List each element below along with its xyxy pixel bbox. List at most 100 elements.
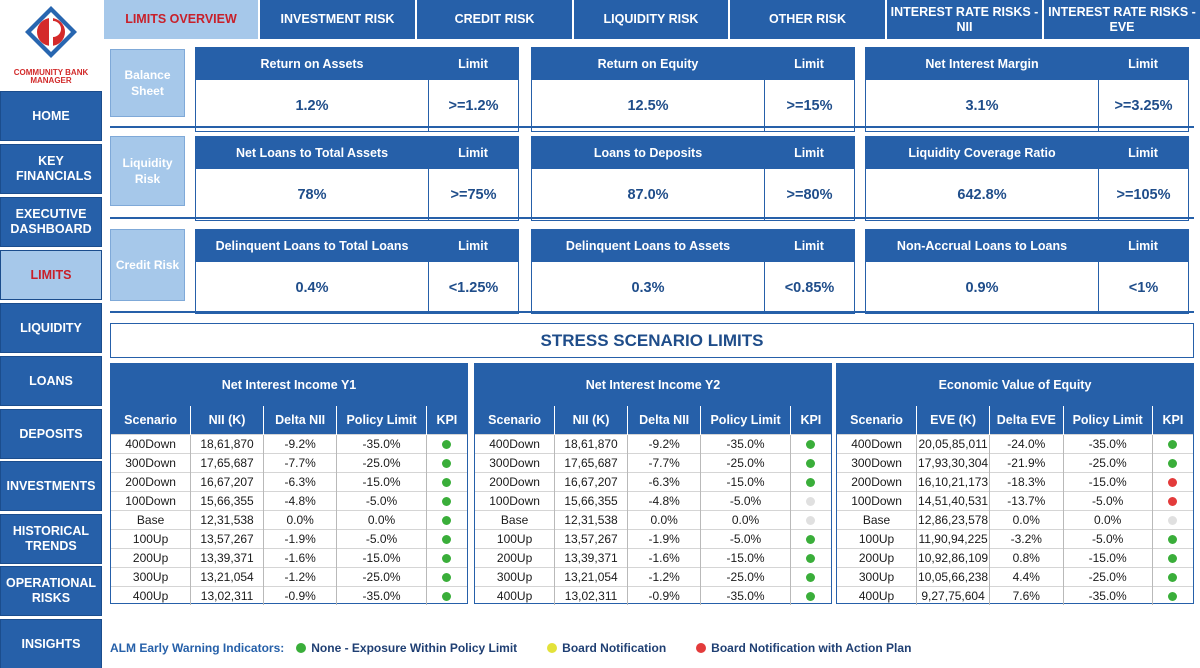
metric-name: Liquidity Coverage Ratio — [908, 146, 1056, 160]
limit-header: Limit — [1128, 57, 1158, 71]
kpi-green-dot-icon — [1168, 553, 1178, 563]
nav-loans[interactable]: LOANS — [0, 356, 102, 406]
nav-investments[interactable]: INVESTMENTS — [0, 461, 102, 511]
table-row: 200Up 10,92,86,109 0.8% -15.0% — [837, 547, 1193, 567]
table-cell: -4.8% — [262, 490, 337, 510]
metric-limit: >=75% — [428, 169, 518, 220]
metric-limit: >=80% — [764, 169, 854, 220]
table-cell: -15.0% — [336, 471, 427, 491]
kpi-green-dot-icon — [1168, 439, 1178, 449]
legend-label: Board Notification with Action Plan — [711, 641, 912, 655]
tab-label: OTHER RISK — [768, 12, 847, 26]
tab-liquidity-risk[interactable]: LIQUIDITY RISK — [574, 0, 728, 39]
red-dot-icon — [696, 643, 707, 653]
nav-executive-dashboard[interactable]: EXECUTIVE DASHBOARD — [0, 197, 102, 247]
nav-insights[interactable]: INSIGHTS — [0, 619, 102, 668]
kpi-green-dot-icon — [1168, 534, 1178, 544]
brand-text: COMMUNITY BANK MANAGER — [13, 68, 89, 85]
metric-limit: <1% — [1098, 262, 1188, 313]
table-cell: -4.8% — [626, 490, 701, 510]
table-cell: 200Down — [475, 471, 555, 491]
table-cell: 200Up — [837, 547, 917, 567]
section-label-liquidity-risk: Liquidity Risk — [110, 136, 185, 206]
column-header: KPI — [1151, 406, 1193, 434]
tab-credit-risk[interactable]: CREDIT RISK — [417, 0, 572, 39]
legend-label: Board Notification — [562, 641, 667, 655]
kpi-green-dot-icon — [442, 477, 452, 487]
nav-limits[interactable]: LIMITS — [0, 250, 102, 300]
table-cell: -35.0% — [336, 585, 427, 605]
kpi-cell — [425, 566, 467, 586]
kpi-green-dot-icon — [442, 553, 452, 563]
nav-deposits[interactable]: DEPOSITS — [0, 409, 102, 459]
table-cell: 400Down — [475, 433, 555, 453]
tab-other-risk[interactable]: OTHER RISK — [730, 0, 885, 39]
nav-historical-trends[interactable]: HISTORICAL TRENDS — [0, 514, 102, 564]
table-cell: -13.7% — [989, 490, 1064, 510]
tab-interest-rate-risks-eve[interactable]: INTEREST RATE RISKS - EVE — [1044, 0, 1200, 39]
column-header: Scenario — [111, 406, 191, 434]
metric-card-return-on-assets: Return on Assets Limit 1.2% >=1.2% — [195, 47, 519, 132]
table-cell: -0.9% — [626, 585, 701, 605]
table-cell: -1.9% — [626, 528, 701, 548]
tab-label: INTEREST RATE RISKS - EVE — [1048, 4, 1196, 34]
nav-label: LIQUIDITY — [20, 320, 82, 335]
kpi-cell — [425, 433, 467, 453]
tab-interest-rate-risks-nii[interactable]: INTEREST RATE RISKS - NII — [887, 0, 1042, 39]
tab-investment-risk[interactable]: INVESTMENT RISK — [260, 0, 415, 39]
metric-name: Loans to Deposits — [593, 146, 703, 160]
table-cell: -35.0% — [700, 433, 791, 453]
nav-liquidity[interactable]: LIQUIDITY — [0, 303, 102, 353]
table-cell: -5.0% — [700, 490, 791, 510]
stress-table-eve: Economic Value of Equity Scenario EVE (K) D… — [836, 363, 1194, 605]
table-cell: Base — [837, 509, 917, 529]
kpi-cell — [425, 509, 467, 529]
kpi-cell — [789, 509, 831, 529]
nav-key-financials[interactable]: KEY FINANCIALS — [0, 144, 102, 194]
metric-card-loans-to-deposits: Loans to Deposits Limit 87.0% >=80% — [531, 136, 855, 221]
metric-name: Net Loans to Total Assets — [235, 146, 389, 160]
table-cell: 16,67,207 — [190, 471, 264, 491]
nav-label: KEY FINANCIALS — [16, 154, 92, 183]
kpi-cell — [1151, 566, 1193, 586]
table-cell: -21.9% — [989, 452, 1064, 472]
table-cell: 100Down — [111, 490, 191, 510]
table-cell: 300Down — [837, 452, 917, 472]
table-cell: -5.0% — [1062, 490, 1153, 510]
table-cell: 20,05,85,011 — [916, 433, 990, 453]
section-divider — [110, 126, 1194, 128]
table-row: 400Down 18,61,870 -9.2% -35.0% — [475, 433, 831, 453]
kpi-cell — [425, 490, 467, 510]
table-cell: 16,10,21,173 — [916, 471, 990, 491]
table-cell: 200Down — [837, 471, 917, 491]
table-cell: 0.0% — [262, 509, 337, 529]
nav-label: EXECUTIVE DASHBOARD — [10, 207, 92, 236]
metric-value: 12.5% — [627, 97, 669, 114]
stress-title: STRESS SCENARIO LIMITS — [110, 323, 1194, 358]
table-cell: -0.9% — [262, 585, 337, 605]
kpi-cell — [1151, 452, 1193, 472]
table-cell: 13,39,371 — [554, 547, 628, 567]
nav-home[interactable]: HOME — [0, 91, 102, 141]
stress-table-title: Net Interest Income Y1 — [111, 364, 467, 406]
table-cell: 9,27,75,604 — [916, 585, 990, 605]
metric-limit: <1.25% — [428, 262, 518, 313]
table-cell: -9.2% — [262, 433, 337, 453]
metric-value: 87.0% — [627, 186, 669, 203]
tab-limits-overview[interactable]: LIMITS OVERVIEW — [104, 0, 258, 39]
table-row: 100Down 14,51,40,531 -13.7% -5.0% — [837, 490, 1193, 510]
nav-operational-risks[interactable]: OPERATIONAL RISKS — [0, 566, 102, 616]
stress-table-title: Economic Value of Equity — [837, 364, 1193, 406]
table-cell: -25.0% — [700, 566, 791, 586]
kpi-cell — [1151, 585, 1193, 605]
kpi-green-dot-icon — [1168, 458, 1178, 468]
table-cell: 100Down — [475, 490, 555, 510]
section-label-text: Credit Risk — [115, 258, 180, 272]
table-cell: -24.0% — [989, 433, 1064, 453]
table-cell: 400Up — [475, 585, 555, 605]
kpi-green-dot-icon — [1168, 592, 1178, 602]
table-cell: 0.0% — [1062, 509, 1153, 529]
table-cell: 17,93,30,304 — [916, 452, 990, 472]
kpi-cell — [425, 471, 467, 491]
table-cell: -7.7% — [626, 452, 701, 472]
